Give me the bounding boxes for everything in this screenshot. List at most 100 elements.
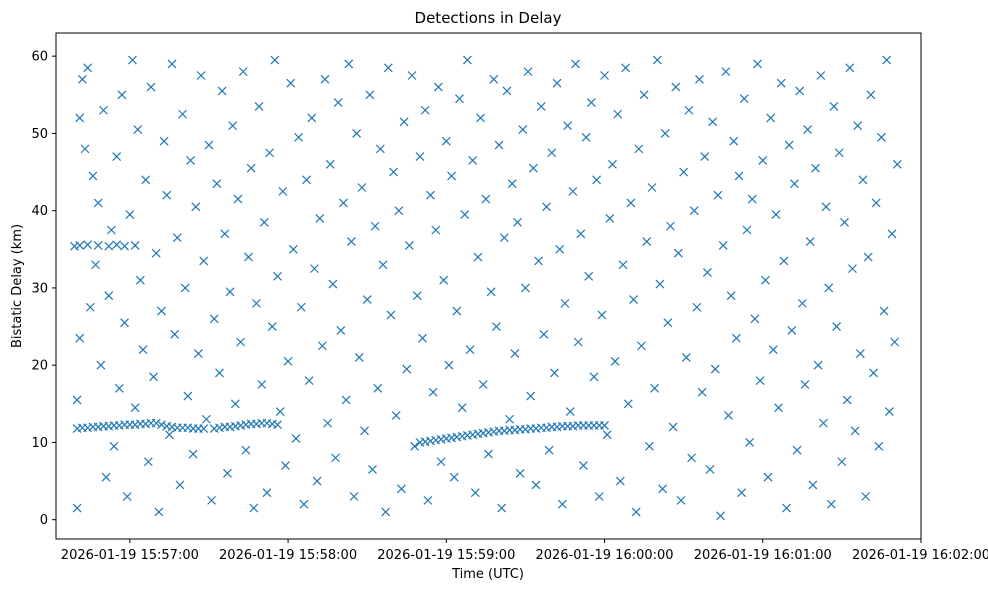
data-point-marker bbox=[80, 144, 90, 154]
data-point-marker bbox=[803, 125, 813, 134]
data-point-marker bbox=[151, 248, 161, 258]
data-point-marker bbox=[571, 59, 580, 69]
data-point-marker bbox=[671, 82, 681, 92]
data-point-marker bbox=[526, 391, 536, 401]
data-point-marker bbox=[470, 488, 480, 498]
data-point-marker bbox=[418, 333, 427, 343]
data-point-marker bbox=[837, 457, 847, 467]
data-point-marker bbox=[323, 418, 333, 428]
data-point-marker bbox=[167, 59, 177, 69]
data-point-marker bbox=[695, 74, 704, 84]
data-point-marker bbox=[816, 71, 826, 80]
data-point-marker bbox=[481, 194, 491, 204]
data-point-marker bbox=[520, 283, 530, 293]
data-point-marker bbox=[151, 418, 161, 428]
data-point-marker bbox=[515, 468, 525, 478]
data-point-marker bbox=[378, 260, 388, 270]
data-point-marker bbox=[737, 488, 747, 498]
data-point-marker bbox=[278, 186, 288, 196]
data-point-marker bbox=[618, 260, 628, 270]
data-point-marker bbox=[75, 113, 85, 123]
data-point-marker bbox=[755, 376, 765, 386]
data-point-marker bbox=[281, 461, 290, 471]
data-point-marker bbox=[120, 241, 129, 251]
data-point-marker bbox=[892, 159, 902, 169]
data-point-marker bbox=[236, 337, 246, 347]
data-point-marker bbox=[83, 63, 93, 73]
x-axis: 2026-01-19 15:57:00 2026-01-19 15:58:00 20… bbox=[61, 539, 988, 563]
data-point-marker bbox=[795, 86, 805, 96]
data-point-marker bbox=[178, 109, 188, 119]
data-point-marker bbox=[858, 175, 868, 185]
x-tick-label: 2026-01-19 16:00:00 bbox=[535, 548, 673, 563]
data-point-marker bbox=[811, 163, 820, 173]
data-point-marker bbox=[692, 302, 702, 312]
data-point-marker bbox=[768, 345, 778, 355]
data-point-marker bbox=[299, 499, 309, 509]
data-point-marker bbox=[447, 171, 457, 181]
data-point-marker bbox=[199, 256, 209, 266]
data-point-marker bbox=[818, 418, 828, 428]
data-point-marker bbox=[154, 507, 164, 517]
data-point-marker bbox=[800, 380, 810, 389]
data-point-marker bbox=[874, 441, 884, 451]
data-point-marker bbox=[207, 495, 217, 505]
data-point-marker bbox=[383, 63, 393, 73]
y-tick-label: 30 bbox=[31, 281, 48, 296]
data-point-marker bbox=[196, 71, 206, 80]
data-point-marker bbox=[877, 132, 886, 142]
data-point-marker bbox=[684, 105, 694, 115]
data-point-marker bbox=[433, 82, 443, 92]
data-point-marker bbox=[600, 421, 609, 430]
data-point-marker bbox=[782, 503, 791, 513]
data-point-marker bbox=[265, 148, 275, 158]
data-point-marker bbox=[99, 105, 108, 115]
data-point-marker bbox=[832, 322, 842, 331]
data-point-marker bbox=[125, 210, 135, 219]
data-point-marker bbox=[199, 424, 209, 433]
data-point-marker bbox=[676, 495, 686, 505]
data-point-marker bbox=[407, 71, 417, 80]
data-point-marker bbox=[120, 318, 129, 328]
data-point-marker bbox=[465, 345, 475, 355]
data-point-marker bbox=[317, 341, 327, 351]
data-point-marker bbox=[468, 156, 478, 165]
data-point-marker bbox=[273, 420, 282, 430]
data-point-marker bbox=[829, 101, 839, 111]
data-point-marker bbox=[307, 113, 317, 123]
data-point-marker bbox=[499, 233, 509, 243]
data-point-marker bbox=[666, 221, 675, 231]
data-point-marker bbox=[112, 240, 122, 250]
data-point-marker bbox=[444, 360, 454, 370]
data-point-marker bbox=[592, 175, 602, 185]
data-point-marker bbox=[679, 167, 689, 177]
data-point-marker bbox=[637, 341, 646, 351]
data-point-marker bbox=[652, 55, 662, 65]
data-point-marker bbox=[252, 298, 261, 308]
data-point-marker bbox=[294, 132, 304, 142]
data-point-marker bbox=[579, 461, 588, 471]
data-point-marker bbox=[302, 175, 311, 185]
data-point-marker bbox=[217, 86, 227, 96]
data-point-marker bbox=[615, 476, 625, 486]
data-point-marker bbox=[502, 86, 512, 96]
data-point-marker bbox=[581, 132, 591, 142]
data-point-marker bbox=[460, 210, 470, 219]
data-point-marker bbox=[573, 337, 583, 347]
data-point-marker bbox=[109, 441, 119, 451]
data-point-marker bbox=[758, 156, 768, 165]
data-point-marker bbox=[164, 430, 174, 440]
data-point-marker bbox=[262, 488, 272, 498]
data-point-marker bbox=[584, 271, 594, 281]
x-tick-label: 2026-01-19 15:59:00 bbox=[377, 548, 515, 563]
y-tick-label: 60 bbox=[31, 50, 48, 65]
data-point-marker bbox=[370, 221, 380, 231]
data-point-marker bbox=[660, 129, 670, 138]
data-point-marker bbox=[267, 322, 277, 331]
data-point-marker bbox=[890, 337, 900, 347]
data-point-marker bbox=[639, 90, 649, 100]
data-point-marker bbox=[531, 480, 541, 490]
data-point-marker bbox=[225, 287, 235, 297]
data-point-marker bbox=[489, 74, 499, 84]
data-point-marker bbox=[689, 206, 699, 216]
